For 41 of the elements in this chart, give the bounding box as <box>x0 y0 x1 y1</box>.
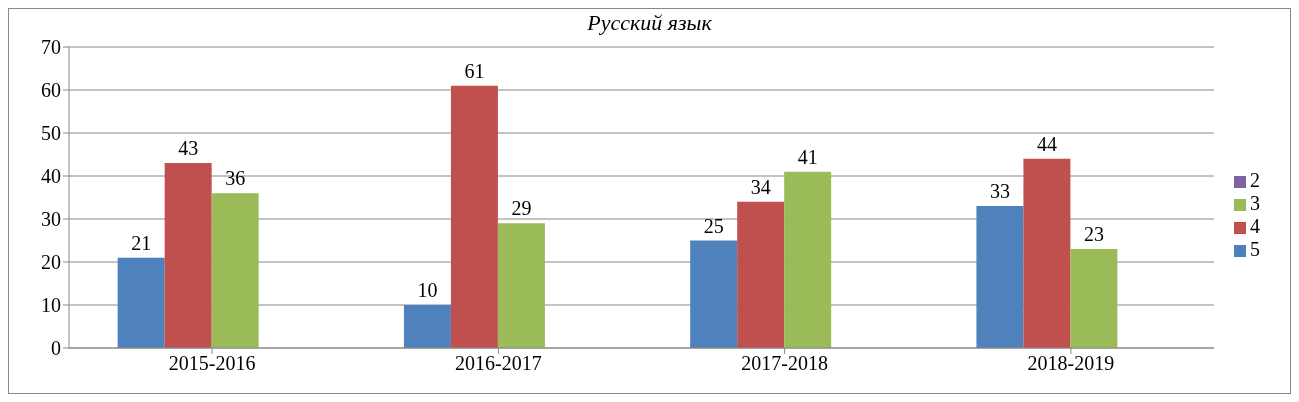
y-tick-label: 70 <box>41 36 61 59</box>
bar <box>164 163 212 348</box>
legend-label: 2 <box>1250 169 1260 191</box>
bar <box>737 201 785 348</box>
y-tick-label: 40 <box>41 165 61 188</box>
bar <box>403 305 451 348</box>
data-label: 33 <box>989 180 1010 203</box>
legend-label: 3 <box>1250 192 1260 214</box>
data-label: 21 <box>131 231 152 254</box>
chart-title: Русский язык <box>586 9 713 37</box>
bar <box>117 257 165 348</box>
y-tick-label: 20 <box>41 251 61 274</box>
data-label: 44 <box>1036 132 1057 155</box>
y-tick-label: 60 <box>41 79 61 102</box>
data-label: 23 <box>1083 223 1104 246</box>
legend-label: 5 <box>1250 238 1260 260</box>
bar <box>1070 249 1118 348</box>
bar <box>690 240 738 348</box>
x-tick-label: 2016-2017 <box>455 352 542 375</box>
bar <box>976 206 1024 348</box>
data-label: 25 <box>703 214 724 237</box>
x-tick-label: 2018-2019 <box>1027 352 1115 375</box>
y-tick-label: 50 <box>41 122 61 145</box>
data-label: 61 <box>464 59 485 82</box>
data-label: 34 <box>750 175 771 198</box>
y-tick-label: 30 <box>41 208 61 231</box>
x-tick-label: 2017-2018 <box>741 352 828 375</box>
y-tick-label: 10 <box>41 294 61 317</box>
bar <box>211 193 259 348</box>
bar <box>450 85 498 348</box>
legend-label: 4 <box>1250 215 1260 237</box>
data-label: 29 <box>511 197 532 220</box>
y-tick-label: 0 <box>51 337 61 360</box>
data-label: 43 <box>178 137 199 160</box>
x-tick-label: 2015-2016 <box>168 352 256 375</box>
bar <box>497 223 545 348</box>
data-label: 41 <box>797 145 818 168</box>
bar <box>784 171 832 348</box>
data-label: 10 <box>417 279 438 301</box>
bar <box>1023 158 1071 348</box>
data-label: 36 <box>225 167 246 190</box>
